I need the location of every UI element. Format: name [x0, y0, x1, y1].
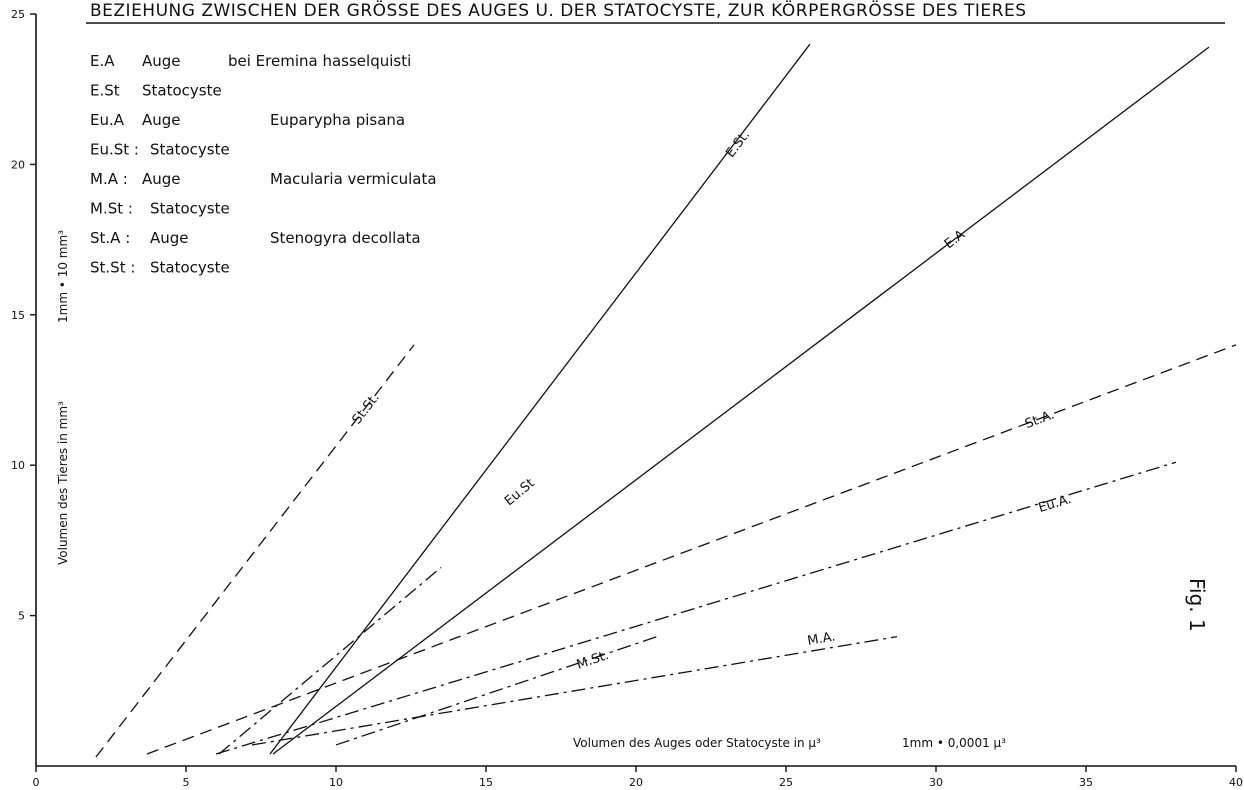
series-label-eu-st: Eu.St: [502, 476, 538, 509]
legend-code: St.St :: [90, 259, 135, 277]
x-axis-label: Volumen des Auges oder Statocyste in μ³: [573, 736, 821, 750]
legend-organ: Statocyste: [150, 141, 230, 159]
legend-organ: Statocyste: [150, 200, 230, 218]
legend-code: M.A :: [90, 170, 128, 188]
legend-organ: Statocyste: [142, 82, 222, 100]
legend-organ: Auge: [150, 229, 189, 247]
series-label-m-st: M.St.: [575, 648, 611, 673]
x-tick-label: 15: [479, 776, 493, 789]
series-label-e-a: E.A: [942, 227, 968, 252]
series-line-e-a: [272, 46, 1210, 755]
series-label-st-a: St.A.: [1023, 407, 1057, 432]
y-tick-label: 20: [11, 158, 25, 171]
x-tick-label: 30: [929, 776, 943, 789]
x-scale-note: 1mm • 0,0001 μ³: [902, 736, 1006, 750]
legend-species: Macularia vermiculata: [270, 170, 437, 188]
chart-title: BEZIEHUNG ZWISCHEN DER GRÖSSE DES AUGES …: [90, 0, 1026, 21]
x-tick-label: 25: [779, 776, 793, 789]
series-label-m-a: M.A.: [806, 629, 836, 648]
figure-label: Fig. 1: [1185, 578, 1209, 632]
series-line-st-st: [95, 344, 415, 758]
x-tick-label: 20: [629, 776, 643, 789]
series-lines: E.St. E.A St.A. St.St. Eu.A. Eu.St M.St. M.A.: [95, 43, 1237, 758]
legend-code: E.A: [90, 52, 115, 70]
series-line-e-st: [269, 43, 811, 755]
series-label-eu-a: Eu.A.: [1037, 492, 1073, 516]
series-line-m-st: [335, 636, 658, 746]
y-tick-label: 15: [11, 309, 25, 322]
series-label-st-st: St.St.: [350, 390, 383, 427]
x-tick-label: 5: [183, 776, 190, 789]
legend-species: Euparypha pisana: [270, 111, 405, 129]
series-label-e-st: E.St.: [723, 128, 753, 161]
series-line-eu-a: [215, 461, 1177, 755]
y-tick-label: 5: [18, 610, 25, 623]
legend-organ: Auge: [142, 52, 181, 70]
series-line-m-a: [251, 636, 898, 746]
legend-code: E.St: [90, 82, 120, 100]
x-tick-label: 10: [329, 776, 343, 789]
legend-organ: Statocyste: [150, 259, 230, 277]
legend-organ: Auge: [142, 170, 181, 188]
x-tick-label: 0: [33, 776, 40, 789]
y-scale-note: 1mm • 10 mm³: [56, 230, 70, 323]
y-axis-label: Volumen des Tieres in mm³: [56, 401, 70, 565]
legend-code: Eu.St :: [90, 141, 139, 159]
axes: 0 5 10 15 20 25 30 35 40 5 10 15 20 25: [11, 8, 1243, 789]
legend-species: Stenogyra decollata: [270, 229, 421, 247]
x-tick-label: 35: [1079, 776, 1093, 789]
series-line-eu-st: [218, 566, 442, 755]
legend-code: M.St :: [90, 200, 133, 218]
legend-organ: Auge: [142, 111, 181, 129]
legend-species: bei Eremina hasselquisti: [228, 52, 411, 70]
legend-code: St.A :: [90, 229, 130, 247]
series-line-st-a: [146, 344, 1237, 755]
x-tick-label: 40: [1229, 776, 1243, 789]
legend: E.A Auge bei Eremina hasselquisti E.St Stato…: [90, 52, 437, 277]
y-tick-label: 10: [11, 459, 25, 472]
y-tick-label: 25: [11, 8, 25, 21]
legend-code: Eu.A: [90, 111, 125, 129]
